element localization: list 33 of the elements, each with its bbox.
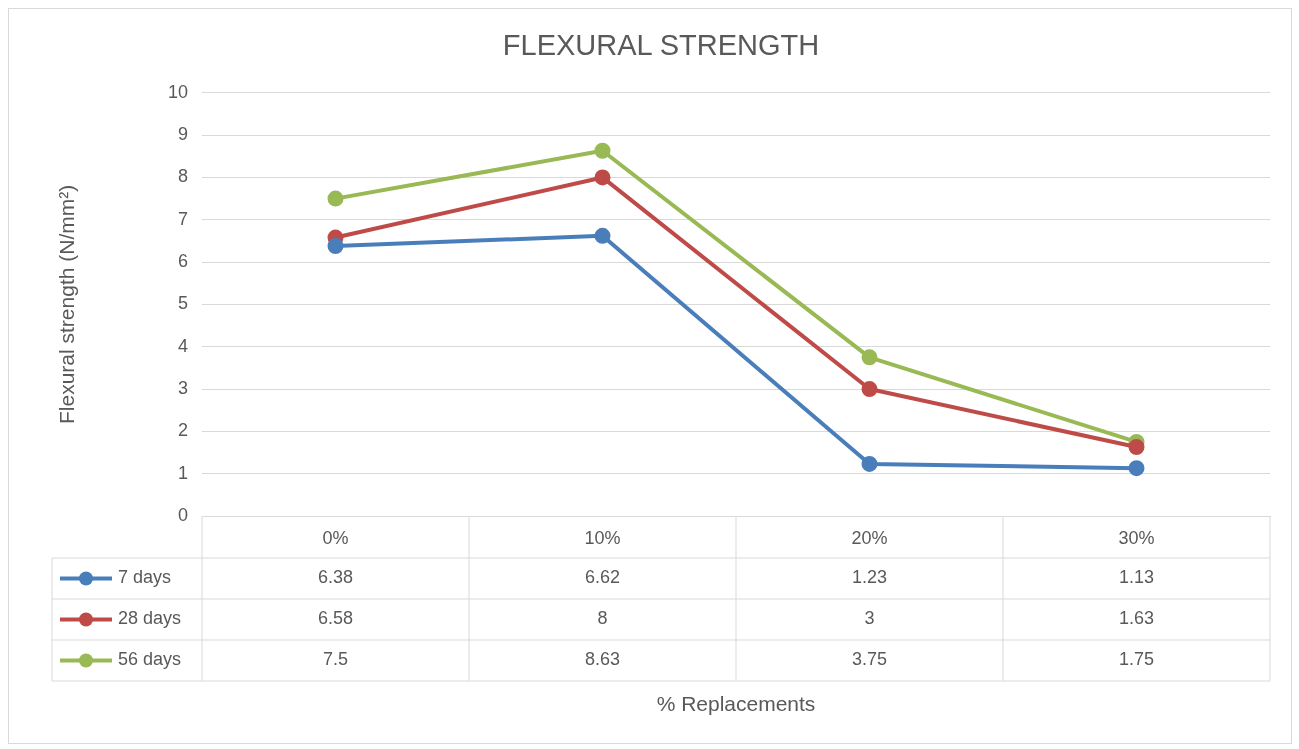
data-label: 3 <box>864 608 875 629</box>
data-label: 3.75 <box>851 649 888 670</box>
y-tick-label: 6 <box>177 251 188 272</box>
y-tick-label: 5 <box>177 293 188 314</box>
data-label: 1.23 <box>851 567 888 588</box>
y-tick-label: 2 <box>177 420 188 441</box>
x-tick-label: 10% <box>584 527 621 548</box>
data-label: 1.75 <box>1118 649 1155 670</box>
y-tick-label: 4 <box>177 335 188 356</box>
chart-title: FLEXURAL STRENGTH <box>502 29 820 62</box>
legend-label: 7 days <box>118 567 172 588</box>
text: % Replacements <box>656 691 816 715</box>
y-tick-label: 0 <box>177 504 188 525</box>
y-tick-label: 1 <box>177 462 188 483</box>
y-tick-label: 9 <box>177 124 188 145</box>
data-label: 8.63 <box>584 649 621 670</box>
legend-label: 28 days <box>118 608 182 629</box>
y-tick-label: 10 <box>167 81 188 102</box>
x-tick-label: 20% <box>851 527 888 548</box>
y-tick-label: 8 <box>177 166 188 187</box>
data-label: 1.13 <box>1118 567 1155 588</box>
data-label: 6.38 <box>317 567 354 588</box>
data-label: 7.5 <box>322 649 349 670</box>
y-tick-label: 7 <box>177 208 188 229</box>
y-tick-label: 3 <box>177 378 188 399</box>
data-label: 8 <box>597 608 608 629</box>
data-label: 6.58 <box>317 608 354 629</box>
data-label: 6.62 <box>584 567 621 588</box>
x-tick-label: 30% <box>1118 527 1155 548</box>
data-label: 1.63 <box>1118 608 1155 629</box>
legend-label: 56 days <box>118 649 182 670</box>
y-axis-title: Flexural strength (N/mm²) <box>55 184 79 424</box>
x-tick-label: 0% <box>322 527 349 548</box>
